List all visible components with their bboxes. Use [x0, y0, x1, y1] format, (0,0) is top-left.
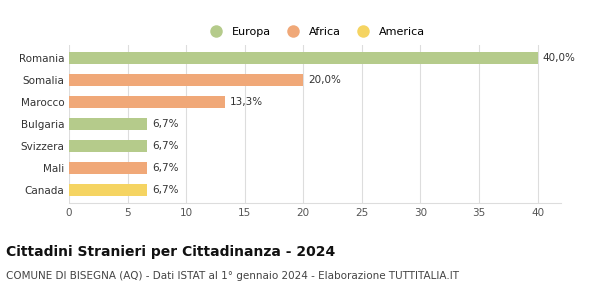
Legend: Europa, Africa, America: Europa, Africa, America — [201, 22, 429, 41]
Bar — [69, 140, 148, 152]
Text: Cittadini Stranieri per Cittadinanza - 2024: Cittadini Stranieri per Cittadinanza - 2… — [6, 245, 335, 259]
Bar — [69, 118, 148, 130]
Text: 40,0%: 40,0% — [542, 53, 575, 63]
Bar — [69, 162, 148, 174]
Bar — [69, 96, 225, 108]
Text: 6,7%: 6,7% — [152, 119, 179, 129]
Bar — [69, 74, 303, 86]
Text: 13,3%: 13,3% — [229, 97, 263, 107]
Text: 6,7%: 6,7% — [152, 141, 179, 151]
Text: 6,7%: 6,7% — [152, 163, 179, 173]
Text: COMUNE DI BISEGNA (AQ) - Dati ISTAT al 1° gennaio 2024 - Elaborazione TUTTITALIA: COMUNE DI BISEGNA (AQ) - Dati ISTAT al 1… — [6, 271, 459, 281]
Text: 20,0%: 20,0% — [308, 75, 341, 85]
Text: 6,7%: 6,7% — [152, 185, 179, 195]
Bar — [69, 52, 538, 64]
Bar — [69, 184, 148, 196]
